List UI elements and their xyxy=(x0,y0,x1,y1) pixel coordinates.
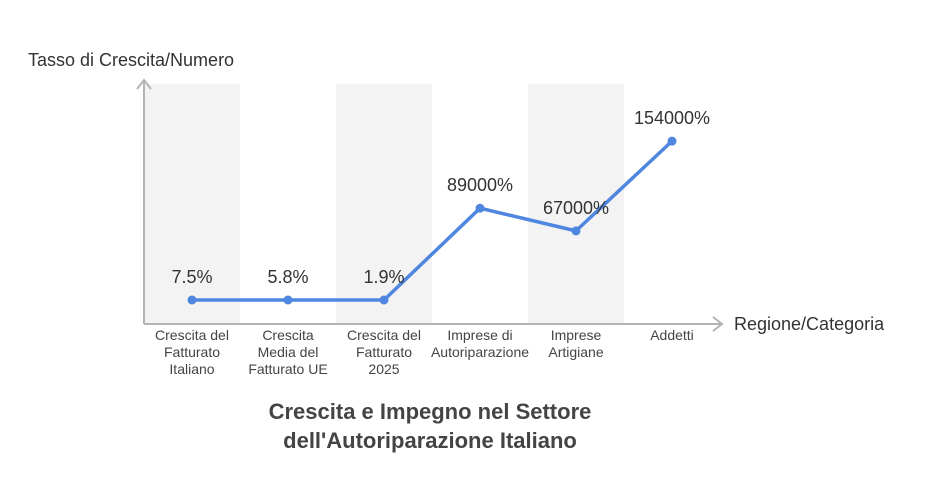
category-label-line: Crescita del xyxy=(155,327,229,343)
data-label: 67000% xyxy=(543,198,609,218)
data-point xyxy=(667,136,677,146)
category-label-line: Imprese di xyxy=(447,327,512,343)
y-axis-title: Tasso di Crescita/Numero xyxy=(28,50,234,70)
data-point xyxy=(379,295,389,305)
category-label-line: 2025 xyxy=(368,361,399,377)
category-band xyxy=(336,84,432,324)
category-label: Imprese di Autoriparazione xyxy=(431,327,529,360)
axes xyxy=(136,78,724,332)
category-label-line: Fatturato xyxy=(356,344,412,360)
category-label-line: Artigiane xyxy=(548,344,603,360)
chart-title-line-2: dell'Autoriparazione Italiano xyxy=(283,428,577,453)
data-label: 154000% xyxy=(634,108,710,128)
data-point xyxy=(283,295,293,305)
data-point xyxy=(571,226,581,236)
x-axis-title: Regione/Categoria xyxy=(734,314,885,334)
category-bands xyxy=(144,84,624,324)
category-label-line: Crescita xyxy=(262,327,314,343)
category-label: Imprese Artigiane xyxy=(548,327,603,360)
y-axis-arrow xyxy=(136,78,152,90)
category-label-line: Addetti xyxy=(650,327,694,343)
data-labels: 7.5% 5.8% 1.9% 89000% 67000% 154000% xyxy=(171,108,710,287)
data-points xyxy=(187,136,677,305)
category-label-line: Autoriparazione xyxy=(431,344,529,360)
category-label-line: Fatturato xyxy=(164,344,220,360)
category-label-line: Media del xyxy=(258,344,319,360)
category-label: Crescita del Fatturato 2025 xyxy=(347,327,421,377)
category-label-line: Crescita del xyxy=(347,327,421,343)
data-point xyxy=(475,203,485,213)
category-label-line: Imprese xyxy=(551,327,602,343)
series-line xyxy=(190,139,674,302)
category-label-line: Fatturato UE xyxy=(248,361,327,377)
category-label-line: Italiano xyxy=(169,361,214,377)
category-label: Addetti xyxy=(650,327,694,343)
chart-title-line-1: Crescita e Impegno nel Settore xyxy=(269,399,592,424)
x-axis-arrow xyxy=(712,316,724,332)
category-band xyxy=(144,84,240,324)
data-label: 1.9% xyxy=(363,267,404,287)
data-label: 7.5% xyxy=(171,267,212,287)
data-label: 5.8% xyxy=(267,267,308,287)
data-label: 89000% xyxy=(447,175,513,195)
category-label: Crescita Media del Fatturato UE xyxy=(248,327,327,377)
data-point xyxy=(187,295,197,305)
category-label: Crescita del Fatturato Italiano xyxy=(155,327,229,377)
category-band xyxy=(528,84,624,324)
